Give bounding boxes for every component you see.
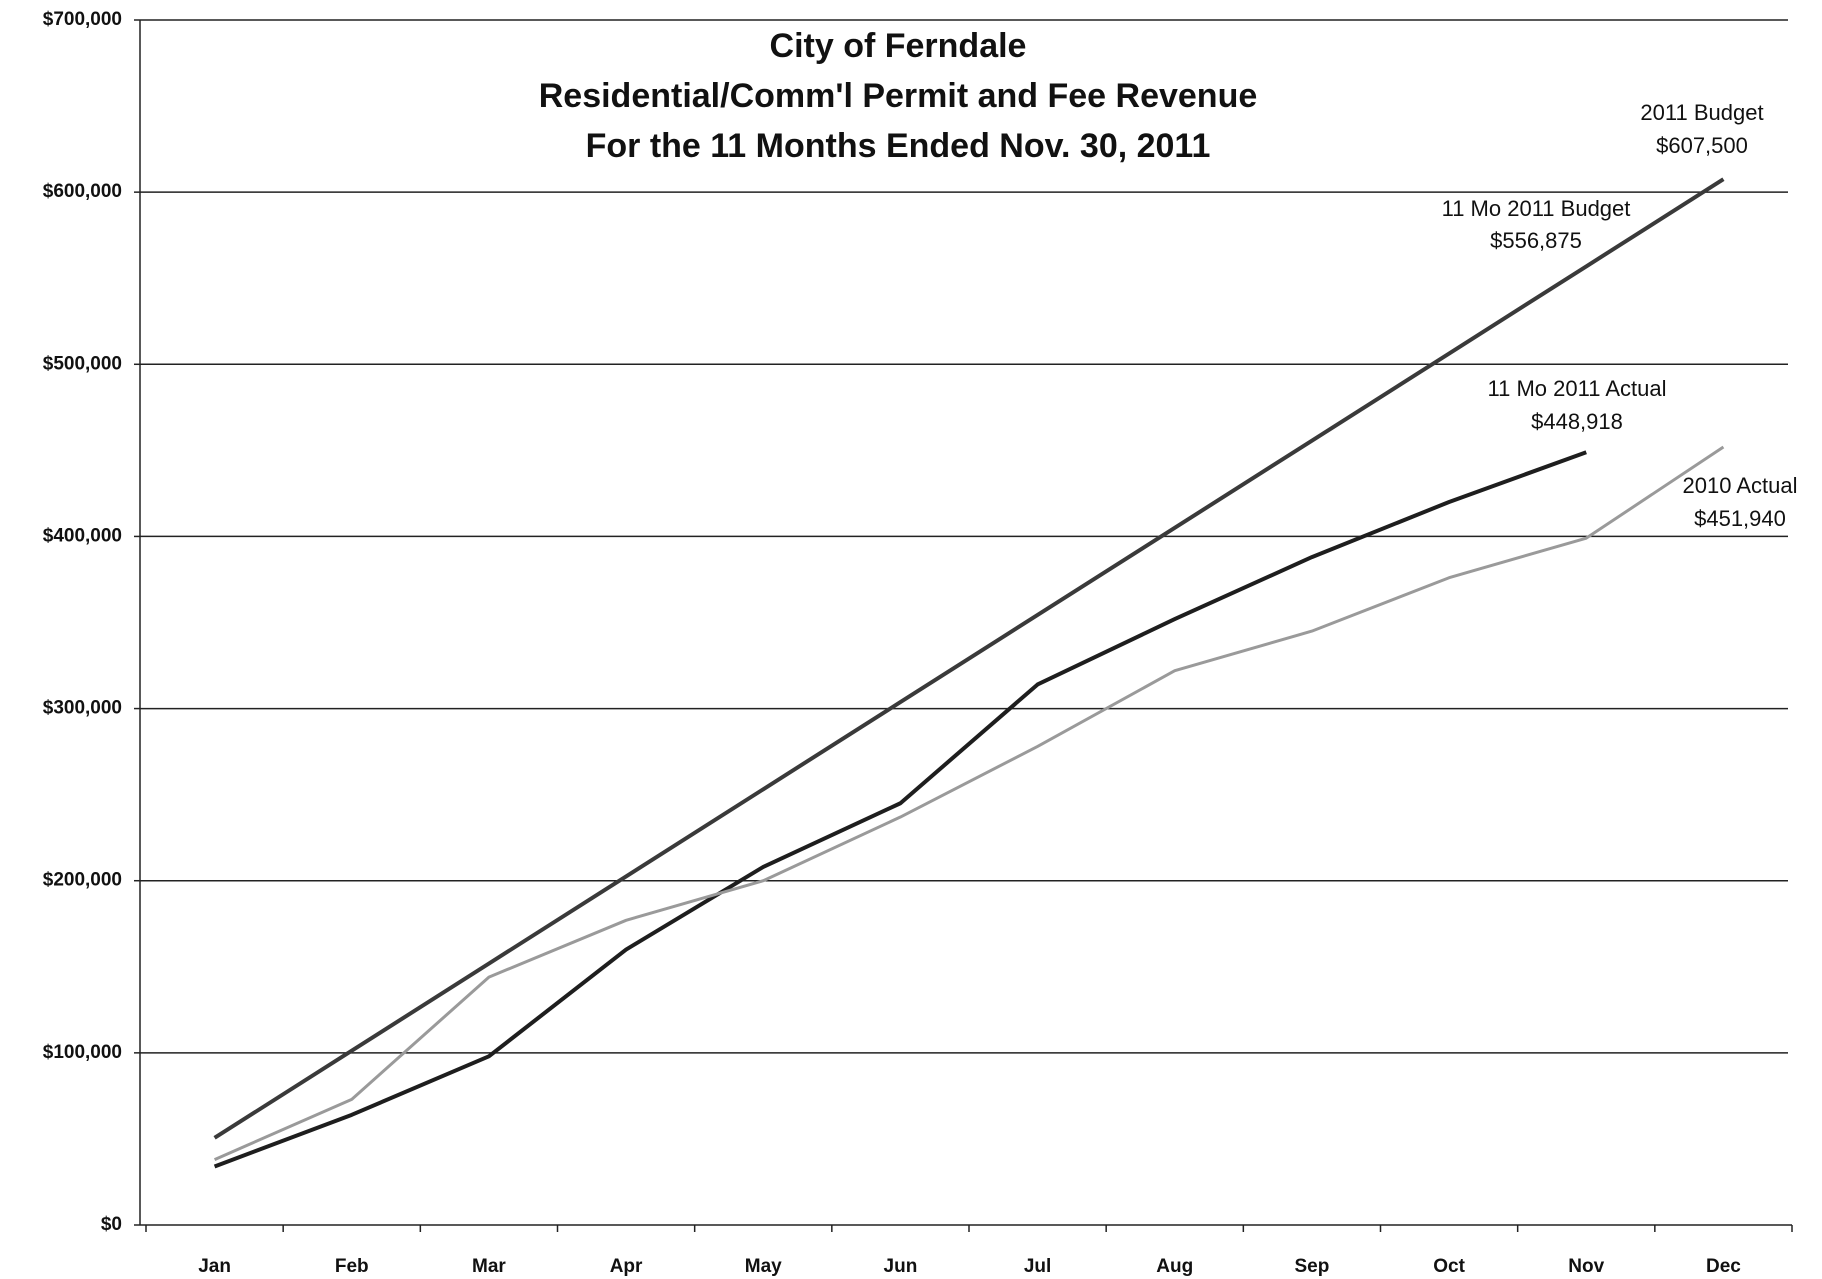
x-tick-label: Feb [335,1256,369,1277]
y-tick-label: $600,000 [43,181,122,202]
chart-title: Residential/Comm'l Permit and Fee Revenu… [539,77,1258,115]
value-label: $556,875 [1490,228,1582,253]
y-tick-label: $0 [101,1214,122,1235]
x-tick-label: Sep [1294,1256,1329,1277]
x-tick-label: Jul [1024,1256,1051,1277]
series-line [213,450,1587,1169]
series-label: 2010 Actual [1683,473,1798,498]
y-tick-label: $100,000 [43,1042,122,1063]
x-tick-label: Apr [610,1256,643,1277]
x-tick-label: Nov [1568,1256,1604,1277]
value-label: $607,500 [1656,133,1748,158]
chart-title: City of Ferndale [770,27,1027,65]
y-tick-label: $500,000 [43,353,122,374]
y-tick-label: $300,000 [43,698,122,719]
x-tick-label: Dec [1706,1256,1741,1277]
x-tick-label: Oct [1433,1256,1465,1277]
x-tick-label: Aug [1156,1256,1193,1277]
series-line [213,445,1725,1161]
x-tick-label: Jan [198,1256,231,1277]
value-label: $448,918 [1531,409,1623,434]
x-tick-label: May [745,1256,782,1277]
x-tick-label: Jun [884,1256,918,1277]
y-tick-label: $700,000 [43,9,122,30]
series-label: 2011 Budget [1640,100,1763,125]
value-label: $451,940 [1694,506,1786,531]
y-tick-label: $400,000 [43,525,122,546]
series-line [213,177,1725,1140]
annotation: 11 Mo 2011 Budget [1442,196,1631,221]
chart-title: For the 11 Months Ended Nov. 30, 2011 [586,127,1211,165]
y-tick-label: $200,000 [43,870,122,891]
x-tick-label: Mar [472,1256,506,1277]
series-label: 11 Mo 2011 Actual [1488,376,1667,401]
